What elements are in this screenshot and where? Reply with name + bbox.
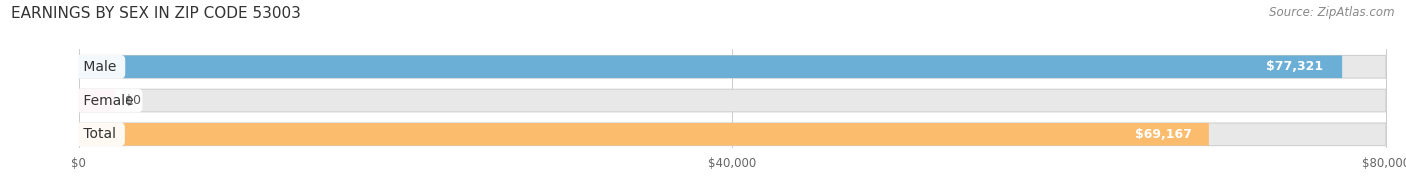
Text: $77,321: $77,321 (1265, 60, 1323, 73)
FancyBboxPatch shape (79, 89, 1386, 112)
FancyBboxPatch shape (79, 123, 1386, 146)
Text: Male: Male (79, 60, 121, 74)
Text: Female: Female (79, 93, 138, 108)
Text: Source: ZipAtlas.com: Source: ZipAtlas.com (1270, 6, 1395, 19)
Text: Total: Total (79, 127, 120, 141)
Text: $69,167: $69,167 (1135, 128, 1192, 141)
FancyBboxPatch shape (79, 55, 1386, 78)
FancyBboxPatch shape (79, 55, 1343, 78)
Text: EARNINGS BY SEX IN ZIP CODE 53003: EARNINGS BY SEX IN ZIP CODE 53003 (11, 6, 301, 21)
FancyBboxPatch shape (79, 123, 1209, 146)
Text: $0: $0 (125, 94, 141, 107)
FancyBboxPatch shape (79, 89, 114, 112)
